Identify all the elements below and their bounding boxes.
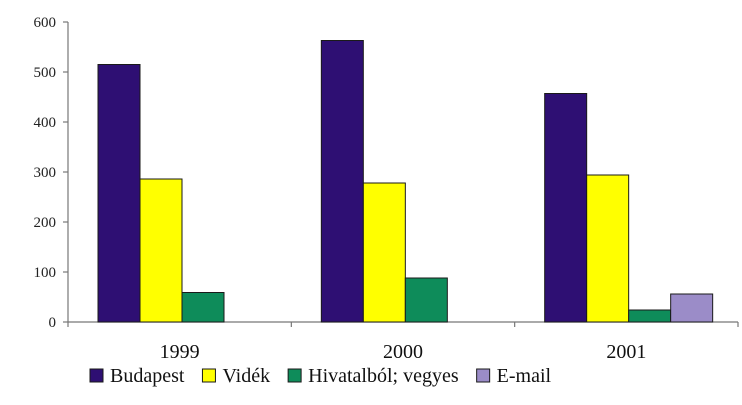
- y-tick-label: 100: [34, 265, 57, 281]
- x-tick-label: 1999: [160, 341, 200, 363]
- y-tick-label: 0: [49, 315, 57, 331]
- bar-budapest-1999: [97, 64, 141, 323]
- legend-swatch: [287, 368, 302, 383]
- legend-swatch: [89, 368, 104, 383]
- bar-budapest-2000: [320, 40, 364, 323]
- bar-vid-k-2000: [362, 182, 406, 323]
- y-tick-label: 400: [34, 115, 57, 131]
- bar-vid-k-1999: [139, 178, 183, 323]
- y-tick-label: 300: [34, 165, 57, 181]
- y-tick-label: 500: [34, 65, 57, 81]
- bars: [97, 40, 714, 323]
- y-tick-label: 200: [34, 215, 57, 231]
- x-tick-label: 2000: [383, 341, 423, 363]
- bar-vid-k-2001: [586, 174, 630, 323]
- legend-label: Budapest: [110, 365, 185, 387]
- bar-e-mail-2001: [670, 293, 714, 323]
- legend-label: Vidék: [222, 365, 270, 387]
- legend-swatch: [476, 368, 491, 383]
- bar-hivatalb-l-vegyes-2001: [628, 309, 672, 323]
- y-tick-label: 600: [34, 15, 57, 31]
- legend-label: Hivatalból; vegyes: [308, 365, 459, 387]
- x-axis: 1999 2000 2001: [67, 321, 739, 363]
- y-axis: 0 100 200 300 400 500 600: [34, 15, 69, 331]
- legend-swatch: [201, 368, 216, 383]
- bar-budapest-2001: [544, 93, 588, 323]
- bar-hivatalb-l-vegyes-2000: [404, 277, 448, 323]
- bar-hivatalb-l-vegyes-1999: [181, 292, 225, 323]
- legend-label: E-mail: [497, 365, 552, 387]
- x-tick-label: 2001: [606, 341, 646, 363]
- legend: Budapest Vidék Hivatalból; vegyes E-mail: [89, 365, 552, 387]
